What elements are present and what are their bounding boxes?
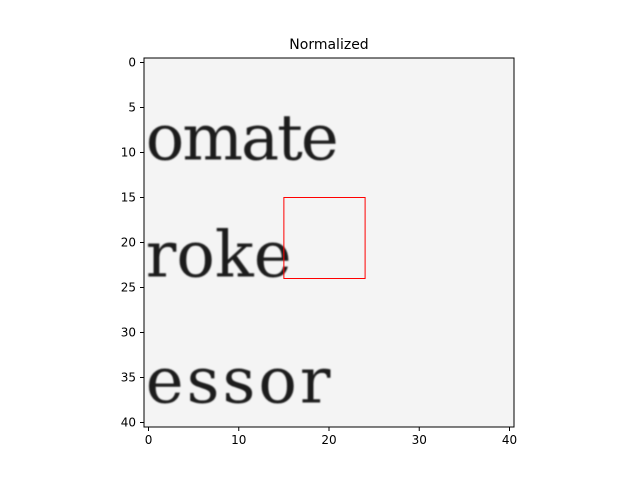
y-tick-label: 20 [121, 236, 136, 250]
image-word: roke [146, 219, 292, 293]
x-tick-label: 40 [502, 433, 517, 447]
y-tick-label: 5 [128, 101, 136, 115]
y-tick-label: 35 [121, 371, 136, 385]
y-tick-label: 10 [121, 146, 136, 160]
x-tick-label: 10 [231, 433, 246, 447]
plot-area [144, 58, 514, 427]
image-content: omate roke essor [146, 102, 339, 419]
highlight-box [283, 197, 366, 279]
y-tick-label: 40 [121, 416, 136, 430]
x-tick-label: 20 [321, 433, 336, 447]
y-tick-label: 0 [128, 56, 136, 70]
image-word: essor [146, 345, 334, 419]
x-tick-label: 0 [145, 433, 153, 447]
x-tick-label: 30 [412, 433, 427, 447]
y-tick-label: 15 [121, 191, 136, 205]
y-tick-label: 25 [121, 281, 136, 295]
y-tick-label: 30 [121, 326, 136, 340]
image-word: omate [146, 102, 337, 176]
chart-title: Normalized [289, 37, 368, 53]
x-axis: 0 10 20 30 40 [145, 427, 517, 447]
y-axis: 0 5 10 15 20 25 30 35 40 [121, 56, 144, 430]
